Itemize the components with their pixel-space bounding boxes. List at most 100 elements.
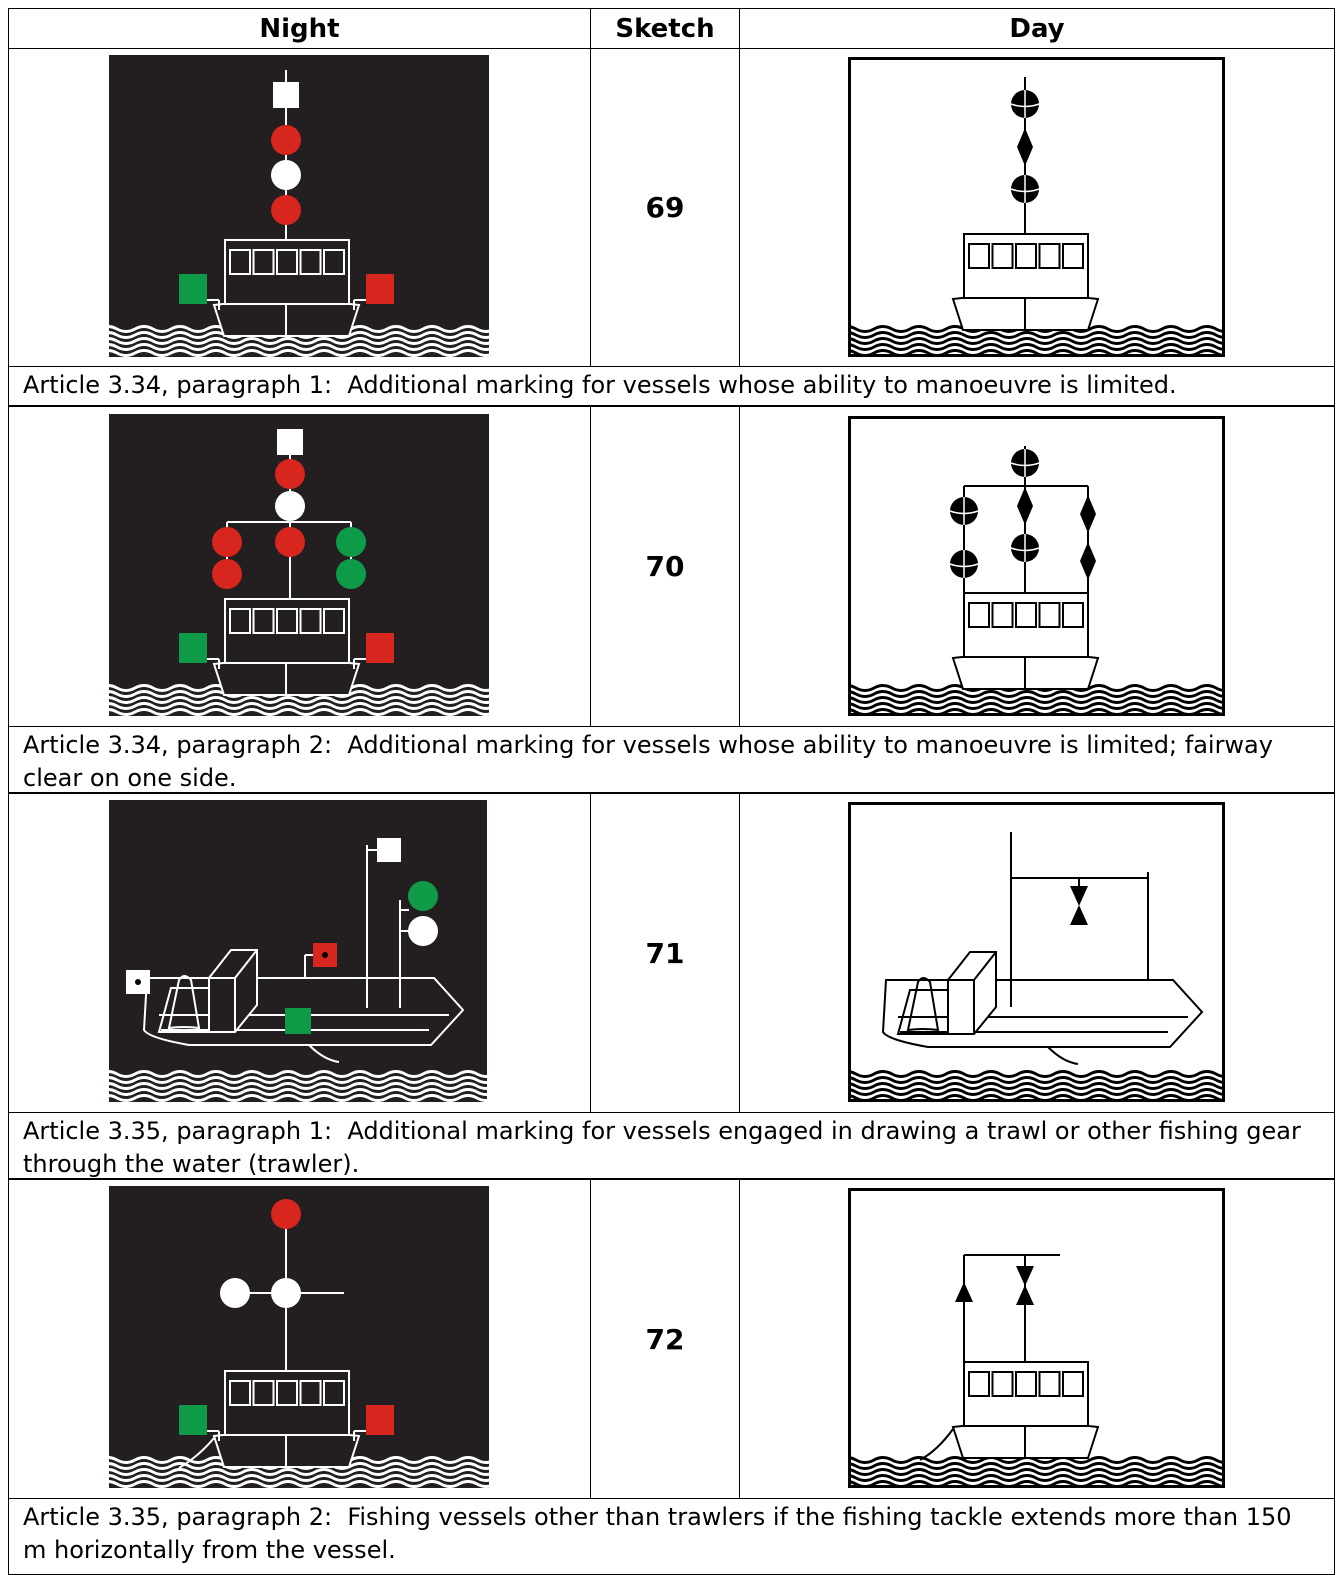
light	[220, 1278, 250, 1308]
wave	[109, 696, 489, 704]
panel-border	[848, 802, 1225, 1102]
window	[1038, 1371, 1061, 1397]
night-panel	[109, 55, 489, 357]
cone	[1070, 886, 1088, 906]
panel-content	[109, 1199, 489, 1488]
window	[1038, 243, 1061, 269]
cone	[1016, 1266, 1034, 1286]
window	[323, 249, 345, 275]
light	[275, 491, 305, 521]
ball-mark	[1010, 90, 1040, 118]
wave	[109, 1070, 487, 1078]
window	[1062, 1371, 1084, 1397]
ball-mark	[1010, 175, 1040, 203]
light	[271, 195, 301, 225]
sidelight	[179, 1405, 207, 1435]
ball-mark	[949, 497, 979, 525]
day-panel	[848, 57, 1225, 357]
caption: Article 3.34, paragraph 2: Additional ma…	[8, 726, 1335, 793]
window	[1015, 602, 1037, 628]
wave	[109, 1468, 489, 1476]
window	[252, 1380, 275, 1406]
wave	[109, 343, 489, 351]
light	[277, 429, 303, 455]
wave	[848, 696, 1225, 704]
dot	[322, 952, 328, 958]
window	[991, 243, 1014, 269]
panel-content	[848, 446, 1225, 716]
rig-line	[234, 949, 258, 979]
panel-content	[848, 77, 1225, 357]
wake	[1047, 1046, 1079, 1065]
panel-content	[848, 832, 1225, 1102]
light	[271, 1278, 301, 1308]
panel-border	[848, 57, 1225, 357]
window	[1062, 243, 1084, 269]
window	[968, 602, 990, 628]
cone-gear	[906, 977, 940, 1032]
panel-content	[848, 1254, 1225, 1488]
wave	[109, 702, 489, 710]
window	[1015, 243, 1037, 269]
wave	[848, 1468, 1225, 1476]
cone-gear	[167, 975, 201, 1030]
wave	[848, 1456, 1225, 1464]
light	[212, 527, 242, 557]
wave	[848, 343, 1225, 351]
light	[271, 160, 301, 190]
panel-border	[848, 1188, 1225, 1488]
window	[299, 1380, 322, 1406]
caption: Article 3.35, paragraph 2: Fishing vesse…	[8, 1498, 1335, 1575]
wave	[109, 1094, 487, 1102]
light	[212, 559, 242, 589]
wave	[848, 1088, 1225, 1096]
wave	[848, 331, 1225, 339]
window	[229, 249, 251, 275]
wave	[109, 337, 489, 345]
night-panel	[109, 1186, 489, 1488]
wave	[848, 349, 1225, 357]
window	[299, 249, 322, 275]
window	[991, 602, 1014, 628]
tackle	[919, 1428, 954, 1461]
light	[273, 82, 299, 108]
window	[252, 608, 275, 634]
window	[252, 249, 275, 275]
wave	[848, 1462, 1225, 1470]
diamond	[1080, 542, 1096, 580]
wave	[109, 1082, 487, 1090]
window	[968, 1371, 990, 1397]
sidelight	[366, 274, 394, 304]
panel-border	[848, 416, 1225, 716]
panel-bg	[109, 800, 487, 1102]
cone	[955, 1282, 973, 1302]
night-panel	[109, 800, 487, 1102]
window	[276, 249, 298, 275]
caption: Article 3.34, paragraph 1: Additional ma…	[8, 366, 1335, 406]
wave	[848, 702, 1225, 710]
wake	[308, 1044, 340, 1063]
window	[1038, 602, 1061, 628]
window	[968, 243, 990, 269]
light	[275, 527, 305, 557]
wave	[848, 1480, 1225, 1488]
panel-content	[109, 838, 487, 1102]
window	[323, 608, 345, 634]
rig-line	[973, 951, 997, 981]
window	[299, 608, 322, 634]
diamond	[1080, 495, 1096, 533]
day-panel	[848, 1188, 1225, 1488]
wave	[848, 1474, 1225, 1482]
light	[275, 459, 305, 489]
caption: Article 3.35, paragraph 1: Additional ma…	[8, 1112, 1335, 1179]
wave	[109, 1076, 487, 1084]
sidelight	[179, 633, 207, 663]
day-panel	[848, 802, 1225, 1102]
light	[285, 1008, 311, 1034]
window	[1015, 1371, 1037, 1397]
wave	[848, 708, 1225, 716]
wave	[848, 1082, 1225, 1090]
wave	[848, 690, 1225, 698]
night-panel	[109, 414, 489, 716]
